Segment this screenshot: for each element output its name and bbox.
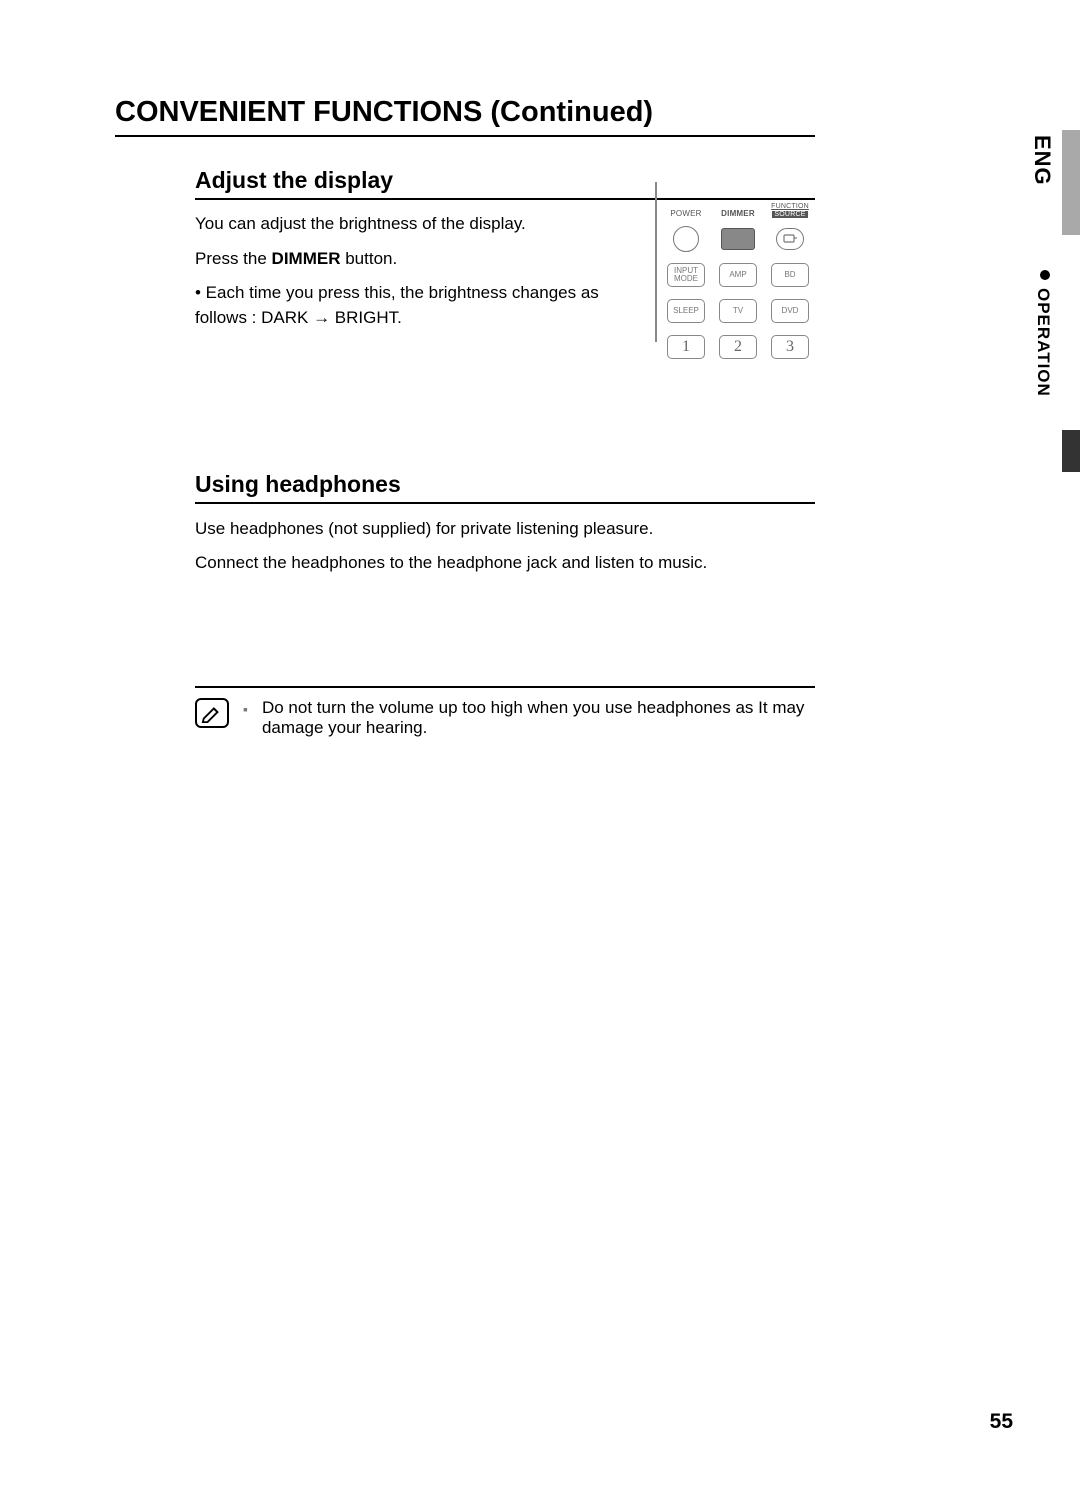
remote-btn-1: 1 <box>667 335 705 359</box>
section1-body: You can adjust the brightness of the dis… <box>195 212 635 331</box>
side-tab-lang <box>1062 130 1080 235</box>
remote-btn-amp: AMP <box>719 263 757 287</box>
section-bullet-icon <box>1040 270 1050 280</box>
section2-heading: Using headphones <box>195 471 815 504</box>
step-bold: DIMMER <box>272 249 341 268</box>
section-label: OPERATION <box>1033 288 1053 397</box>
section2-line1: Use headphones (not supplied) for privat… <box>195 516 815 542</box>
page-number: 55 <box>990 1410 1013 1434</box>
note-row: ▪ Do not turn the volume up too high whe… <box>195 698 835 738</box>
remote-btn-input-mode: INPUT MODE <box>667 263 705 287</box>
note-bullet: ▪ <box>243 701 248 717</box>
step-suffix: button. <box>341 249 398 268</box>
remote-label-power: POWER <box>664 210 708 218</box>
section1-step: Press the DIMMER button. <box>195 247 635 272</box>
note-text: Do not turn the volume up too high when … <box>262 698 835 738</box>
divider <box>195 686 815 688</box>
side-tab-section-active <box>1062 430 1080 472</box>
remote-power-icon <box>673 226 699 252</box>
remote-btn-bd: BD <box>771 263 809 287</box>
remote-label-function-source: FUNCTIONSOURCE <box>768 203 812 218</box>
remote-btn-dvd: DVD <box>771 299 809 323</box>
remote-btn-sleep: SLEEP <box>667 299 705 323</box>
step-prefix: Press the <box>195 249 272 268</box>
remote-dimmer-icon <box>721 228 755 250</box>
lang-label: ENG <box>1029 135 1055 186</box>
section2-body: Use headphones (not supplied) for privat… <box>195 516 815 577</box>
page-title: CONVENIENT FUNCTIONS (Continued) <box>115 96 815 137</box>
section2-line2: Connect the headphones to the headphone … <box>195 550 815 576</box>
remote-btn-tv: TV <box>719 299 757 323</box>
remote-btn-3: 3 <box>771 335 809 359</box>
manual-page: ENG OPERATION CONVENIENT FUNCTIONS (Cont… <box>0 0 1080 1492</box>
pencil-note-icon <box>195 698 229 728</box>
section1-bullet: • Each time you press this, the brightne… <box>195 281 635 330</box>
remote-label-dimmer: DIMMER <box>716 210 760 218</box>
remote-diagram: POWER DIMMER FUNCTIONSOURCE INPUT MODE A… <box>655 182 815 342</box>
section1-intro: You can adjust the brightness of the dis… <box>195 212 635 237</box>
remote-source-icon <box>776 228 804 250</box>
remote-btn-2: 2 <box>719 335 757 359</box>
